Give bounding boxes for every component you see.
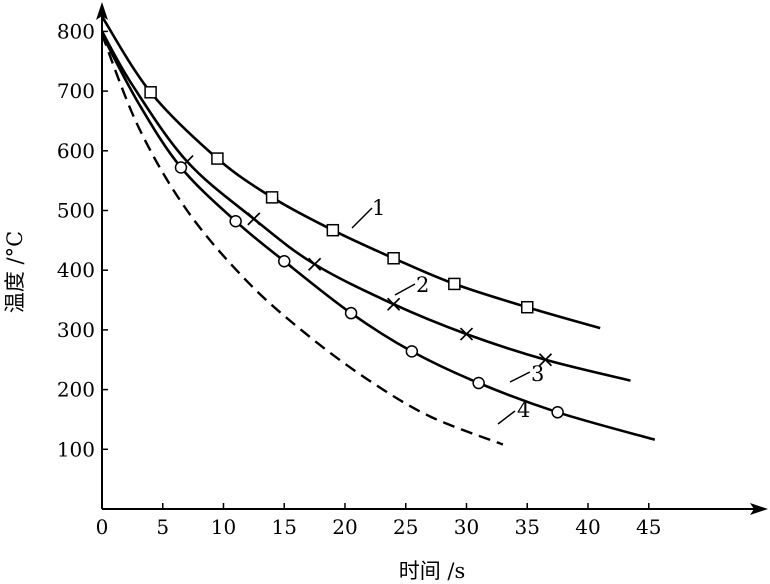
- circle-marker: [229, 214, 242, 228]
- series-line-2: [100, 30, 631, 382]
- x-tick-label: 25: [393, 515, 418, 539]
- series-line-3: [100, 33, 656, 441]
- x-tick-label: 5: [156, 515, 169, 539]
- x-tick-label: 15: [272, 515, 297, 539]
- y-axis-arrow-icon: [96, 2, 108, 20]
- x-axis-arrow-icon: [750, 503, 768, 515]
- axes: [96, 2, 768, 515]
- y-tick-label: 500: [57, 199, 95, 223]
- circle-marker: [278, 254, 291, 268]
- y-tick-label: 200: [57, 378, 95, 402]
- circle-marker: [405, 345, 419, 358]
- cross-marker: [538, 353, 553, 367]
- cross-marker: [247, 212, 261, 226]
- circle-marker: [472, 376, 485, 390]
- series-line-4: [100, 33, 504, 446]
- square-marker: [387, 252, 400, 265]
- x-tick-label: 0: [96, 515, 109, 539]
- square-marker: [211, 152, 224, 165]
- curve-label-1: 1: [372, 196, 385, 220]
- curve-label-leader: [394, 283, 416, 296]
- square-marker: [521, 300, 534, 314]
- curve-label-leader: [497, 410, 516, 425]
- ticks: 0 5 10 15 20 25 30 35 40 45 100 200 300 400 500 600 700 8…: [57, 19, 662, 539]
- x-tick-label: 35: [515, 515, 540, 539]
- circle-marker: [174, 161, 188, 174]
- x-axis-title: 时间 /s: [399, 559, 466, 583]
- y-tick-label: 700: [57, 79, 95, 103]
- x-tick-label: 30: [454, 515, 479, 539]
- x-tick-label: 20: [332, 515, 357, 539]
- series: [100, 15, 656, 446]
- y-tick-label: 400: [57, 258, 95, 282]
- curve-label-4: 4: [517, 398, 530, 422]
- markers: [144, 86, 564, 419]
- cross-marker: [459, 327, 474, 341]
- circle-marker: [344, 306, 358, 320]
- square-marker: [265, 191, 279, 204]
- y-axis-title: 温度 /°C: [3, 231, 27, 313]
- cross-marker: [386, 297, 401, 311]
- curve-label-2: 2: [416, 273, 429, 297]
- y-tick-label: 600: [57, 139, 95, 163]
- x-tick-label: 40: [575, 515, 600, 539]
- circle-marker: [551, 406, 564, 419]
- y-tick-label: 800: [57, 19, 95, 43]
- square-marker: [326, 223, 340, 237]
- y-tick-label: 100: [57, 437, 95, 461]
- curve-label-leader: [351, 207, 373, 229]
- y-tick-label: 300: [57, 318, 95, 342]
- x-tick-label: 45: [636, 515, 661, 539]
- square-marker: [448, 277, 461, 291]
- cross-marker: [308, 257, 322, 271]
- x-tick-label: 10: [211, 515, 236, 539]
- curve-label-3: 3: [531, 362, 544, 386]
- curve-labels: 1 2 3 4: [351, 196, 544, 425]
- square-marker: [144, 86, 157, 99]
- series-line-1: [100, 15, 601, 330]
- curve-label-leader: [509, 371, 531, 383]
